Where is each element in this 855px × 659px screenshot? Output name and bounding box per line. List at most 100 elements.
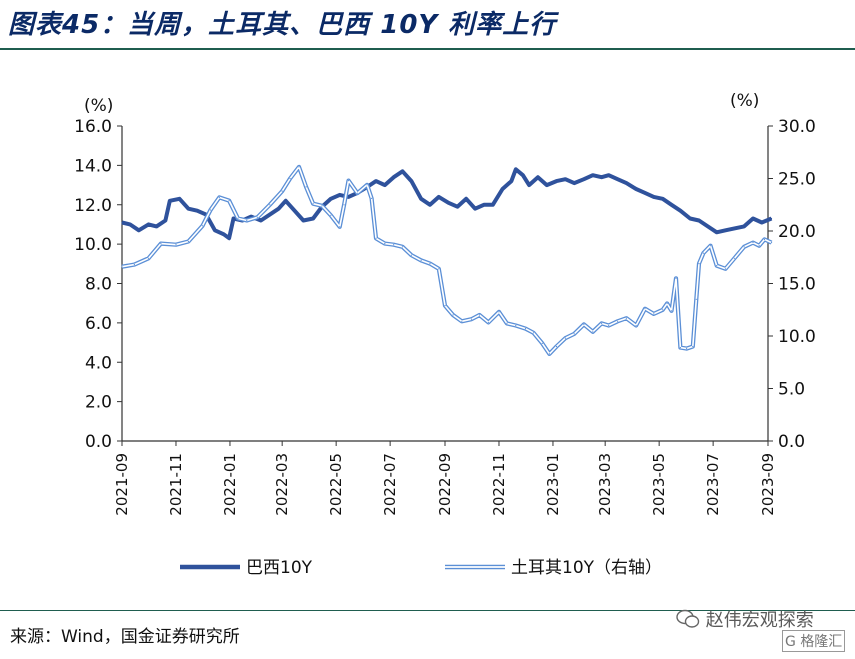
data-point — [312, 203, 314, 205]
data-point — [487, 321, 489, 323]
data-point — [506, 322, 508, 324]
series-line-turkey-outline — [121, 164, 773, 356]
x-tick-label: 2021-09 — [113, 453, 131, 516]
data-point — [160, 243, 162, 245]
series-line-turkey-inner — [121, 166, 772, 355]
chart-title: 图表45：当周，土耳其、巴西 10Y 利率上行 — [8, 10, 557, 40]
data-point — [438, 268, 440, 270]
data-point — [686, 348, 688, 350]
data-point — [492, 204, 494, 206]
data-point — [695, 298, 697, 300]
data-point — [666, 302, 668, 305]
data-point — [470, 318, 473, 320]
data-point — [321, 205, 323, 207]
data-point — [429, 204, 431, 206]
left-tick-label: 8.0 — [85, 275, 112, 295]
data-point — [644, 192, 646, 194]
data-point — [330, 214, 332, 216]
right-tick-label: 20.0 — [778, 222, 816, 242]
data-point — [260, 219, 262, 222]
chart-svg: 0.02.04.06.08.010.012.014.016.0(%)0.05.0… — [74, 91, 816, 578]
data-point — [474, 208, 476, 210]
data-point — [147, 257, 150, 259]
data-point — [653, 313, 655, 315]
x-tick-label: 2023-05 — [650, 453, 668, 516]
data-point — [662, 198, 664, 200]
data-point — [716, 231, 718, 233]
data-point — [625, 317, 628, 319]
data-point — [743, 246, 745, 248]
data-point — [298, 166, 300, 168]
data-point — [420, 198, 422, 200]
data-point — [583, 178, 585, 180]
data-point — [375, 180, 377, 182]
data-point — [281, 190, 283, 192]
data-point — [679, 347, 682, 349]
data-point — [169, 200, 171, 202]
data-point — [461, 320, 463, 322]
right-tick-label: 25.0 — [778, 170, 816, 190]
data-point — [524, 328, 527, 330]
data-point — [187, 208, 189, 210]
data-point — [452, 314, 454, 316]
left-tick-label: 14.0 — [74, 156, 112, 176]
x-tick-label: 2023-09 — [759, 453, 777, 516]
data-point — [478, 314, 481, 316]
data-point — [371, 197, 373, 199]
data-point — [670, 310, 673, 312]
data-point — [393, 244, 395, 246]
x-tick-label: 2022-11 — [490, 453, 508, 516]
data-point — [228, 200, 230, 202]
series-line-brazil — [121, 167, 773, 241]
data-point — [175, 244, 177, 246]
left-axis-unit: (%) — [84, 96, 113, 116]
data-point — [498, 311, 500, 313]
data-point — [305, 186, 307, 188]
data-point — [347, 180, 350, 182]
data-point — [375, 237, 377, 239]
left-tick-label: 16.0 — [74, 117, 112, 137]
data-point — [302, 219, 304, 222]
data-point — [129, 223, 131, 225]
data-point — [583, 323, 585, 325]
right-axis-unit: (%) — [730, 91, 759, 111]
data-point — [724, 268, 727, 270]
data-point — [410, 254, 412, 256]
data-point — [692, 345, 694, 348]
data-point — [289, 177, 291, 180]
data-point — [541, 342, 543, 344]
data-point — [401, 246, 404, 248]
right-tick-label: 5.0 — [778, 380, 805, 400]
data-point — [564, 178, 567, 180]
left-tick-label: 2.0 — [85, 393, 112, 413]
data-point — [601, 176, 603, 178]
data-point — [483, 204, 485, 206]
data-point — [528, 184, 530, 186]
x-tick-label: 2023-01 — [544, 453, 562, 516]
data-point — [515, 324, 517, 327]
left-tick-label: 12.0 — [74, 196, 112, 216]
data-point — [187, 240, 189, 243]
data-point — [237, 217, 239, 219]
data-point — [356, 192, 358, 194]
data-point — [743, 225, 745, 227]
data-point — [698, 219, 700, 222]
data-point — [555, 345, 558, 348]
data-point — [214, 229, 216, 231]
data-point — [444, 305, 446, 307]
data-point — [522, 174, 524, 176]
data-point — [515, 168, 517, 170]
x-tick-label: 2022-07 — [381, 453, 399, 516]
data-point — [537, 176, 539, 178]
data-point — [635, 324, 637, 327]
data-point — [763, 238, 766, 240]
data-point — [625, 182, 628, 184]
logo-text: 格隆汇 — [800, 634, 843, 650]
data-point — [635, 188, 637, 190]
data-point — [339, 226, 341, 228]
x-tick-label: 2023-07 — [704, 453, 722, 516]
data-point — [312, 217, 314, 220]
right-tick-label: 0.0 — [778, 432, 805, 452]
data-point — [689, 217, 691, 220]
legend-label-turkey: 土耳其10Y（右轴） — [511, 558, 662, 578]
